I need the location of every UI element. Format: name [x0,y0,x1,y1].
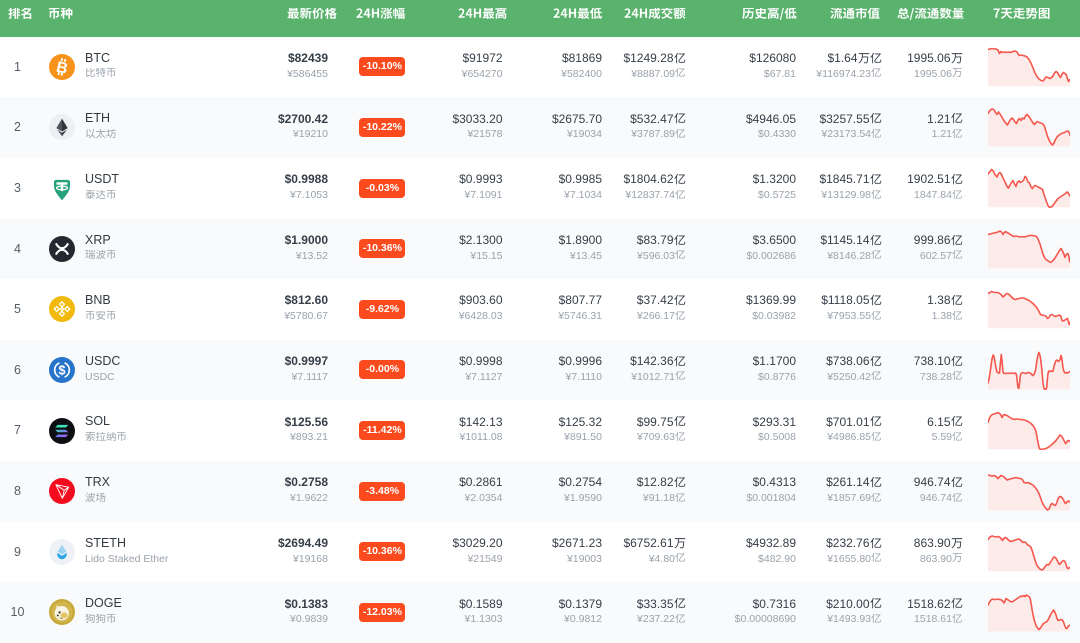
svg-text:$: $ [59,364,66,378]
svg-text:B: B [55,59,70,78]
